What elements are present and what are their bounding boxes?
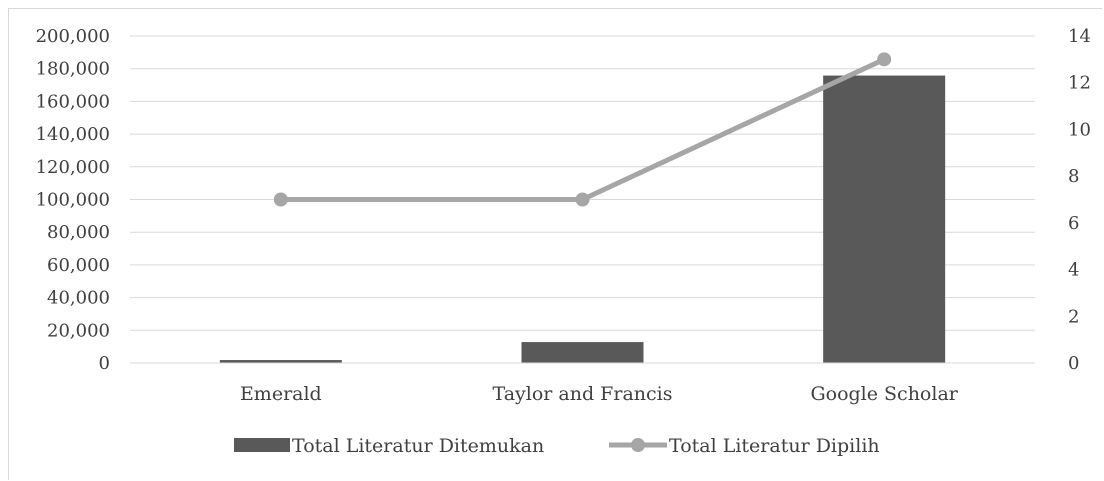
line-point (575, 192, 590, 207)
right-tick-label: 4 (1068, 260, 1079, 281)
legend: Total Literatur Ditemukan Total Literatur… (234, 435, 880, 457)
right-tick-label: 14 (1068, 26, 1091, 47)
category-label: Emerald (240, 383, 322, 405)
legend-label: Total Literatur Dipilih (669, 435, 880, 457)
category-label: Google Scholar (810, 383, 958, 405)
right-axis-ticks: 0 2 4 6 8 10 12 14 (1068, 26, 1091, 374)
right-tick-label: 10 (1068, 119, 1091, 140)
left-tick-label: 40,000 (47, 288, 110, 309)
left-tick-label: 80,000 (47, 222, 110, 243)
left-tick-label: 0 (99, 353, 110, 374)
line-point (273, 192, 288, 207)
category-label: Taylor and Francis (493, 383, 673, 405)
left-tick-label: 160,000 (36, 91, 110, 112)
right-tick-label: 6 (1068, 213, 1079, 234)
left-axis-ticks: 0 20,000 40,000 60,000 80,000 100,000 120,000 1… (36, 26, 110, 374)
legend-line-marker (631, 438, 645, 452)
legend-label: Total Literatur Ditemukan (292, 435, 544, 457)
right-tick-label: 8 (1068, 166, 1079, 187)
bar (521, 342, 644, 363)
line-point (877, 52, 892, 67)
left-tick-label: 20,000 (47, 320, 110, 341)
left-tick-label: 120,000 (36, 157, 110, 178)
chart-frame (8, 8, 1102, 480)
line-series (273, 52, 892, 207)
right-tick-label: 12 (1068, 73, 1091, 94)
bar (823, 75, 946, 363)
left-tick-label: 100,000 (36, 190, 110, 211)
left-tick-label: 200,000 (36, 26, 110, 47)
category-labels: Emerald Taylor and Francis Google Scholar (240, 383, 959, 405)
right-tick-label: 2 (1068, 306, 1079, 327)
legend-bar-swatch (234, 438, 290, 452)
left-tick-label: 140,000 (36, 124, 110, 145)
series-line (280, 57, 886, 202)
left-tick-label: 60,000 (47, 255, 110, 276)
bar-series (219, 75, 946, 363)
left-tick-label: 180,000 (36, 59, 110, 80)
right-tick-label: 0 (1068, 353, 1079, 374)
bar (219, 360, 342, 363)
